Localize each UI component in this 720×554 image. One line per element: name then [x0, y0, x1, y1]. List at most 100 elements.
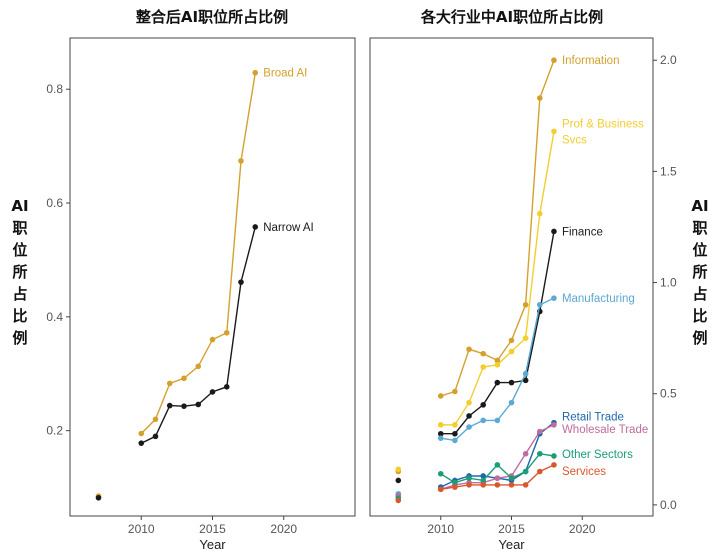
data-point [166, 402, 173, 409]
series-line-finance [440, 231, 555, 435]
series-prof-business-svcs: Prof & Business Svcs [395, 118, 644, 473]
x-axis-title: Year [199, 537, 226, 552]
data-point [551, 462, 557, 468]
data-point [508, 379, 515, 386]
y-axis-title-char: 比 [12, 307, 27, 325]
data-point [437, 470, 444, 477]
plot-frame [69, 37, 356, 517]
data-point [452, 430, 458, 437]
data-point [508, 482, 515, 488]
data-point [494, 357, 501, 364]
series-label: Finance [562, 226, 603, 238]
data-point [522, 370, 529, 377]
data-point [452, 437, 458, 444]
data-point [551, 295, 557, 301]
data-point [466, 346, 472, 353]
data-point [195, 363, 202, 370]
y-axis-title-char: 位 [692, 241, 707, 259]
data-point [537, 450, 543, 457]
series-label: Services [562, 466, 606, 478]
data-point [480, 350, 487, 357]
data-point [252, 69, 259, 76]
y-tick-label: 0.5 [660, 387, 677, 401]
data-point [551, 422, 557, 428]
y-tick-label: 0.8 [46, 82, 63, 96]
x-tick-label: 2015 [498, 522, 525, 536]
y-tick-label: 0.2 [46, 424, 63, 438]
y-tick-label: 0.0 [660, 498, 677, 512]
y-axis-title-char: AI [11, 197, 28, 215]
data-point [522, 335, 529, 341]
data-point [522, 482, 529, 488]
panel-industries: 各大行业中AI职位所占比例 2010 2015 2020 Year 0.0 0.5 1.0 1.… [369, 8, 709, 552]
data-point [238, 158, 244, 164]
data-point [551, 228, 557, 235]
chart-title: 各大行业中AI职位所占比例 [420, 8, 603, 26]
data-point [480, 364, 487, 370]
data-point [466, 475, 472, 482]
y-tick-label: 0.6 [46, 196, 63, 210]
data-point [494, 462, 501, 468]
data-point [480, 417, 487, 424]
y-tick-label: 0.4 [46, 310, 63, 324]
data-point [522, 301, 529, 308]
data-point [395, 497, 402, 504]
data-point [395, 466, 402, 473]
data-point [437, 486, 444, 493]
series-label: Wholesale Trade [562, 424, 648, 436]
data-point [437, 393, 444, 399]
series-narrow-ai: Narrow AI [95, 222, 314, 501]
x-tick-label: 2020 [569, 522, 596, 536]
data-point [166, 380, 173, 387]
y-axis-title-char: 所 [12, 263, 27, 281]
data-point [494, 379, 501, 386]
plot-frame [369, 37, 654, 517]
data-point [522, 450, 529, 457]
series-label: Prof & Business Svcs [562, 118, 644, 146]
data-point [537, 301, 543, 308]
series-label: Broad AI [263, 68, 307, 80]
data-point [466, 424, 472, 430]
data-point [537, 95, 543, 101]
y-axis-title-char: 职 [12, 219, 27, 237]
series-label: Information [562, 55, 620, 67]
data-point [437, 430, 444, 437]
x-tick-label: 2010 [128, 522, 155, 536]
x-tick-label: 2015 [199, 522, 226, 536]
data-point [195, 401, 202, 408]
data-point [95, 494, 102, 501]
series-label: Other Sectors [562, 449, 633, 461]
series-information: Information [395, 55, 620, 475]
data-point [480, 482, 487, 488]
data-point [452, 484, 458, 490]
x-axis-title: Year [498, 537, 525, 552]
data-point [152, 433, 159, 440]
data-point [152, 416, 159, 423]
data-point [252, 224, 259, 230]
y-axis-title-char: 占 [692, 285, 707, 303]
data-point [437, 435, 444, 441]
y-axis-title-char: 职 [692, 219, 707, 237]
data-point [508, 337, 515, 344]
x-tick-label: 2020 [270, 522, 297, 536]
data-point [508, 348, 515, 355]
series-label: Narrow AI [263, 222, 314, 234]
chart-title: 整合后AI职位所占比例 [136, 8, 288, 26]
data-point [522, 468, 529, 475]
series-label-line: Prof & Business [562, 118, 644, 130]
series-other-sectors: Other Sectors [395, 449, 633, 502]
series-broad-ai: Broad AI [95, 68, 307, 499]
data-point [480, 402, 487, 408]
y-tick-label: 1.0 [660, 276, 677, 290]
x-tick-label: 2010 [427, 522, 454, 536]
data-point [223, 384, 230, 390]
data-point [223, 329, 230, 336]
data-point [551, 453, 557, 459]
data-point [551, 57, 557, 64]
y-axis-title-char: 所 [692, 263, 707, 281]
data-point [395, 477, 402, 484]
data-point [522, 377, 529, 384]
data-point [238, 279, 244, 285]
